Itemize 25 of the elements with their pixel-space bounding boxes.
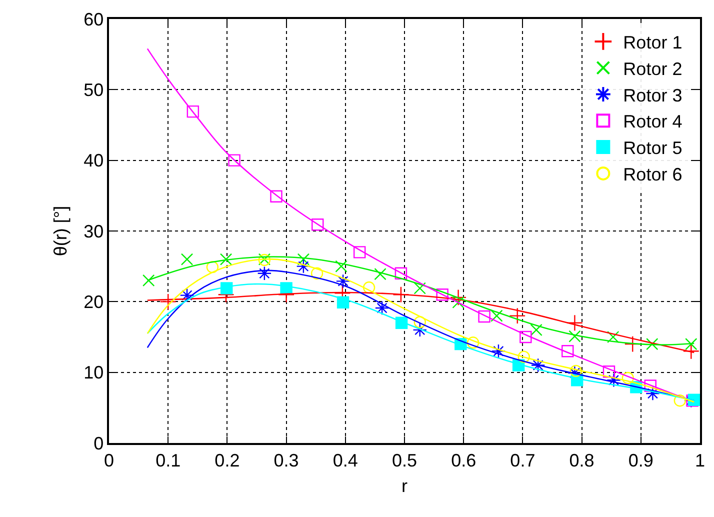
x-tick-label: 0.8 [569, 450, 594, 470]
x-tick-label: 0.6 [451, 450, 476, 470]
legend-label: Rotor 6 [623, 164, 682, 184]
y-tick-label: 20 [84, 292, 104, 312]
legend-label: Rotor 1 [623, 32, 682, 52]
y-tick-label: 50 [84, 80, 104, 100]
y-tick-label: 30 [84, 221, 104, 242]
x-axis-title: r [402, 476, 408, 496]
x-tick-label: 0.7 [510, 450, 536, 470]
x-tick-label: 0.1 [156, 450, 181, 470]
legend-label: Rotor 5 [623, 138, 682, 158]
legend-label: Rotor 4 [623, 112, 682, 132]
x-tick-label: 1 [694, 450, 706, 470]
y-tick-label: 40 [84, 150, 104, 171]
x-tick-label: 0.3 [274, 450, 299, 470]
y-axis-title: θ(r) [°] [50, 206, 70, 256]
x-tick-label: 0.2 [214, 450, 240, 470]
legend-label: Rotor 3 [623, 85, 682, 106]
y-tick-label: 10 [84, 362, 104, 383]
x-tick-label: 0.4 [332, 450, 358, 470]
x-tick-label: 0.9 [628, 450, 654, 470]
x-tick-label: 0.5 [392, 450, 418, 470]
legend-label: Rotor 2 [623, 58, 682, 79]
y-tick-label: 60 [84, 9, 104, 30]
y-tick-label: 0 [94, 433, 104, 454]
